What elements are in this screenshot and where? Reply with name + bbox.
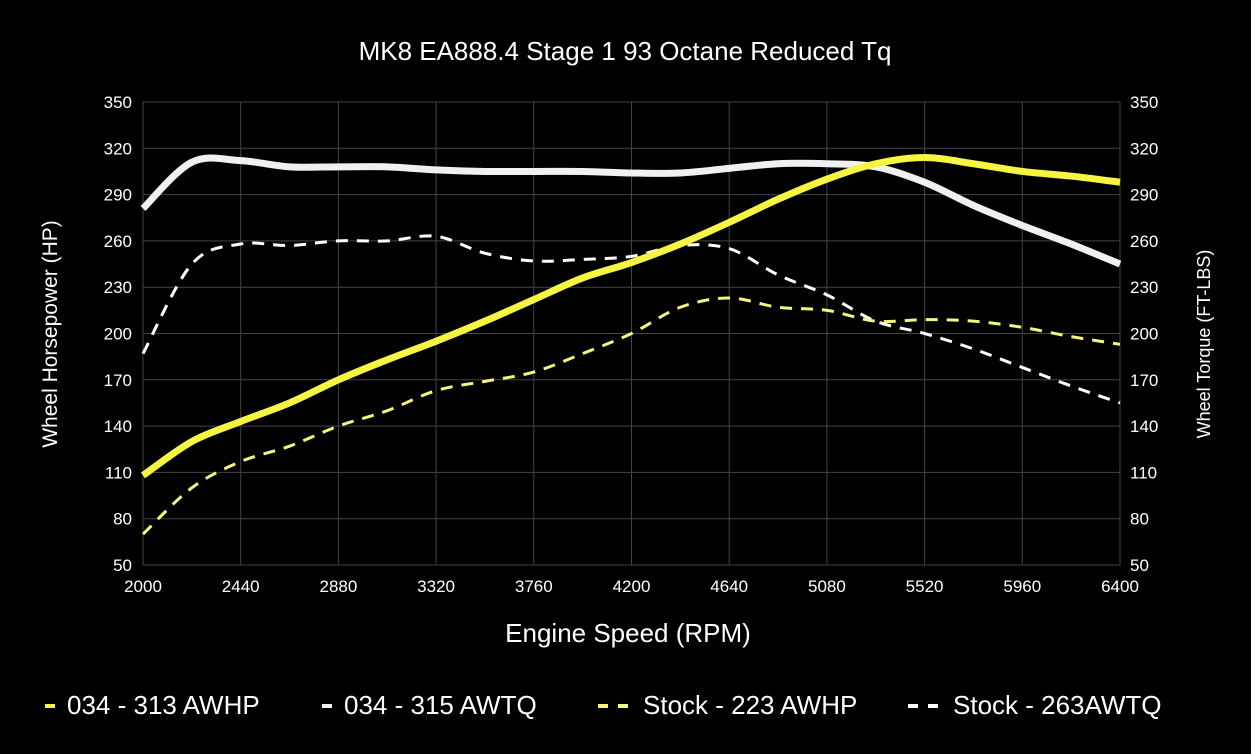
y2-tick-label: 290 xyxy=(1130,186,1158,205)
x-tick-label: 5960 xyxy=(1003,577,1041,596)
y-tick-label: 230 xyxy=(104,278,132,297)
y-axis-ticks: 50 80 110 140 170 200 230 260 290 320 350 xyxy=(104,93,132,575)
y2-tick-label: 170 xyxy=(1130,371,1158,390)
x-tick-label: 5520 xyxy=(906,577,944,596)
y-tick-label: 320 xyxy=(104,139,132,158)
y2-tick-label: 260 xyxy=(1130,232,1158,251)
y2-tick-label: 200 xyxy=(1130,325,1158,344)
legend-label: 034 - 315 AWTQ xyxy=(344,690,537,720)
series-line xyxy=(141,234,1121,405)
y-tick-label: 290 xyxy=(104,186,132,205)
x-axis-ticks: 2000 2440 2880 3320 3760 4200 4640 5080 5520 5960… xyxy=(124,577,1139,596)
legend-item: 034 - 315 AWTQ xyxy=(322,690,537,720)
x-tick-label: 3320 xyxy=(417,577,455,596)
legend-label: Stock - 263AWTQ xyxy=(953,690,1162,720)
y-tick-label: 200 xyxy=(104,325,132,344)
x-tick-label: 5080 xyxy=(808,577,846,596)
y-tick-label: 50 xyxy=(113,556,132,575)
y2-axis-ticks: 50 80 110 140 170 200 230 260 290 320 350 xyxy=(1130,93,1158,575)
y2-tick-label: 140 xyxy=(1130,417,1158,436)
y2-axis-label: Wheel Torque (FT-LBS) xyxy=(1194,250,1214,439)
x-tick-label: 4200 xyxy=(613,577,651,596)
x-tick-label: 2880 xyxy=(319,577,357,596)
y-axis-label: Wheel Horsepower (HP) xyxy=(39,220,62,448)
x-tick-label: 2000 xyxy=(124,577,162,596)
x-tick-label: 6400 xyxy=(1101,577,1139,596)
series-lines xyxy=(140,154,1122,536)
y-tick-label: 110 xyxy=(105,463,132,482)
series-line xyxy=(141,296,1121,536)
legend-label: Stock - 223 AWHP xyxy=(643,690,857,720)
legend: 034 - 313 AWHP 034 - 315 AWTQ Stock - 223 … xyxy=(45,690,1162,720)
y2-tick-label: 320 xyxy=(1130,139,1158,158)
chart-title: MK8 EA888.4 Stage 1 93 Octane Reduced Tq xyxy=(359,36,892,66)
y-tick-label: 350 xyxy=(104,93,132,112)
x-axis-label: Engine Speed (RPM) xyxy=(505,618,751,648)
legend-item: 034 - 313 AWHP xyxy=(45,690,260,720)
y-tick-label: 260 xyxy=(104,232,132,251)
y2-tick-label: 350 xyxy=(1130,93,1158,112)
x-tick-label: 2440 xyxy=(222,577,260,596)
y2-tick-label: 230 xyxy=(1130,278,1158,297)
y2-tick-label: 110 xyxy=(1130,463,1157,482)
y-tick-label: 170 xyxy=(104,371,132,390)
y-tick-label: 140 xyxy=(104,417,132,436)
y2-tick-label: 80 xyxy=(1130,510,1149,529)
series-line xyxy=(140,154,1122,268)
series-line xyxy=(140,154,1121,479)
legend-item: Stock - 263AWTQ xyxy=(908,690,1162,720)
legend-label: 034 - 313 AWHP xyxy=(67,690,260,720)
x-tick-label: 4640 xyxy=(710,577,748,596)
legend-item: Stock - 223 AWHP xyxy=(598,690,857,720)
x-tick-label: 3760 xyxy=(515,577,553,596)
y-tick-label: 80 xyxy=(113,510,132,529)
y2-tick-label: 50 xyxy=(1130,556,1149,575)
